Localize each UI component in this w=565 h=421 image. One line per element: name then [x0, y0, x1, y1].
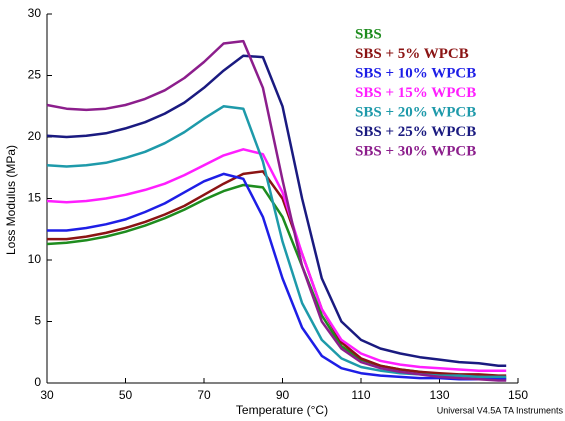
y-tick-label: 15 — [28, 191, 42, 205]
x-tick-label: 90 — [276, 388, 290, 402]
x-tick-label: 130 — [429, 388, 449, 402]
series-line — [47, 170, 507, 377]
x-tick-label: 110 — [351, 388, 370, 402]
x-tick-label: 70 — [197, 388, 211, 402]
legend-label: SBS + 10% WPCB — [355, 65, 476, 81]
y-tick-label: 10 — [28, 252, 42, 266]
legend-label: SBS + 15% WPCB — [355, 85, 476, 101]
x-tick-label: 30 — [40, 388, 54, 402]
y-tick-label: 25 — [28, 68, 42, 82]
series-line — [46, 54, 507, 368]
x-tick-label: 150 — [508, 388, 528, 402]
y-tick-label: 5 — [34, 314, 41, 328]
legend-label: SBS + 30% WPCB — [355, 143, 476, 159]
series-line — [47, 172, 507, 381]
y-tick-label: 30 — [28, 6, 42, 20]
y-tick-label: 20 — [28, 129, 42, 143]
y-tick-label: 0 — [34, 375, 41, 389]
x-tick-label: 50 — [119, 388, 133, 402]
y-axis-label: Loss Modulus (MPa) — [4, 145, 18, 255]
series-line — [46, 148, 507, 372]
legend-label: SBS + 25% WPCB — [355, 124, 476, 140]
x-axis-label: Temperature (°C) — [236, 403, 328, 417]
legend: SBS SBS + 5% WPCB SBS + 10% WPCB SBS + 15% … — [355, 26, 476, 159]
series-line — [46, 105, 507, 379]
series-line — [46, 39, 507, 382]
legend-label: SBS — [355, 26, 382, 42]
legend-label: SBS + 5% WPCB — [355, 46, 469, 62]
footnote: Universal V4.5A TA Instruments — [437, 405, 564, 415]
legend-label: SBS + 20% WPCB — [355, 104, 476, 120]
